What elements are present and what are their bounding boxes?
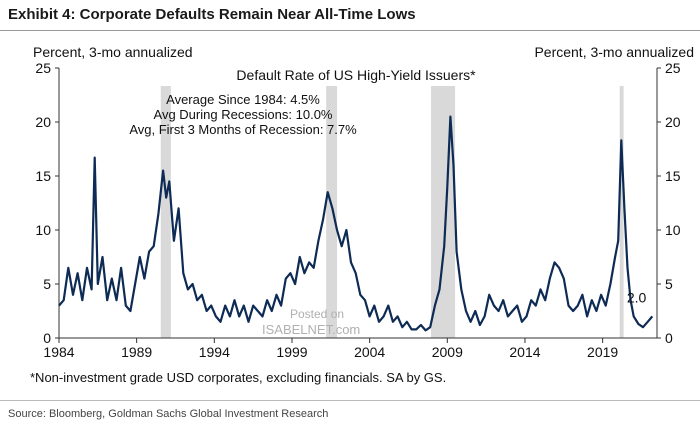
title-divider (0, 30, 700, 31)
stats-line-average: Average Since 1984: 4.5% (166, 92, 320, 107)
x-tick-label: 2004 (354, 344, 385, 360)
axes (55, 67, 661, 343)
left-y-tick-label: 20 (35, 114, 51, 130)
right-y-tick-label: 10 (665, 222, 681, 238)
right-y-tick-label: 25 (665, 60, 681, 76)
series-layer (58, 115, 654, 332)
default-rate-chart: Posted on ISABELNET.com Default Rate of … (35, 60, 680, 360)
right-y-tick-label: 5 (665, 276, 673, 292)
recession-band-2 (326, 86, 338, 338)
series-line-1 (58, 115, 654, 332)
stats-line-first-months: Avg, First 3 Months of Recession: 7.7% (129, 122, 357, 137)
right-y-tick-label: 15 (665, 168, 681, 184)
recession-band-4 (619, 86, 624, 338)
left-y-tick-label: 5 (43, 276, 51, 292)
x-tick-label: 2014 (509, 344, 540, 360)
labels-layer: Default Rate of US High-Yield Issuers* A… (35, 60, 680, 360)
exhibit-title: Exhibit 4: Corporate Defaults Remain Nea… (8, 6, 416, 23)
left-axis-caption: Percent, 3-mo annualized (33, 44, 193, 60)
x-tick-label: 1984 (43, 344, 74, 360)
left-y-tick-label: 15 (35, 168, 51, 184)
watermark: Posted on ISABELNET.com (262, 307, 360, 337)
footnote: *Non-investment grade USD corporates, ex… (30, 370, 447, 385)
x-tick-label: 2019 (587, 344, 618, 360)
right-axis-caption: Percent, 3-mo annualized (534, 44, 694, 60)
source-divider (0, 400, 700, 401)
recession-shading (160, 86, 624, 338)
watermark-line-2: ISABELNET.com (262, 322, 360, 337)
x-tick-label: 2009 (432, 344, 463, 360)
stats-line-recession: Avg During Recessions: 10.0% (154, 107, 333, 122)
x-tick-label: 1989 (121, 344, 152, 360)
x-tick-label: 1999 (276, 344, 307, 360)
right-y-tick-label: 20 (665, 114, 681, 130)
source-note: Source: Bloomberg, Goldman Sachs Global … (8, 408, 329, 420)
end-value-label: 2.0 (627, 289, 647, 305)
recession-band-1 (160, 86, 171, 338)
watermark-line-1: Posted on (290, 307, 344, 321)
left-y-tick-label: 25 (35, 60, 51, 76)
left-y-tick-label: 10 (35, 222, 51, 238)
left-y-tick-label: 0 (43, 330, 51, 346)
chart-title: Default Rate of US High-Yield Issuers* (236, 67, 476, 83)
x-tick-label: 1994 (199, 344, 230, 360)
right-y-tick-label: 0 (665, 330, 673, 346)
